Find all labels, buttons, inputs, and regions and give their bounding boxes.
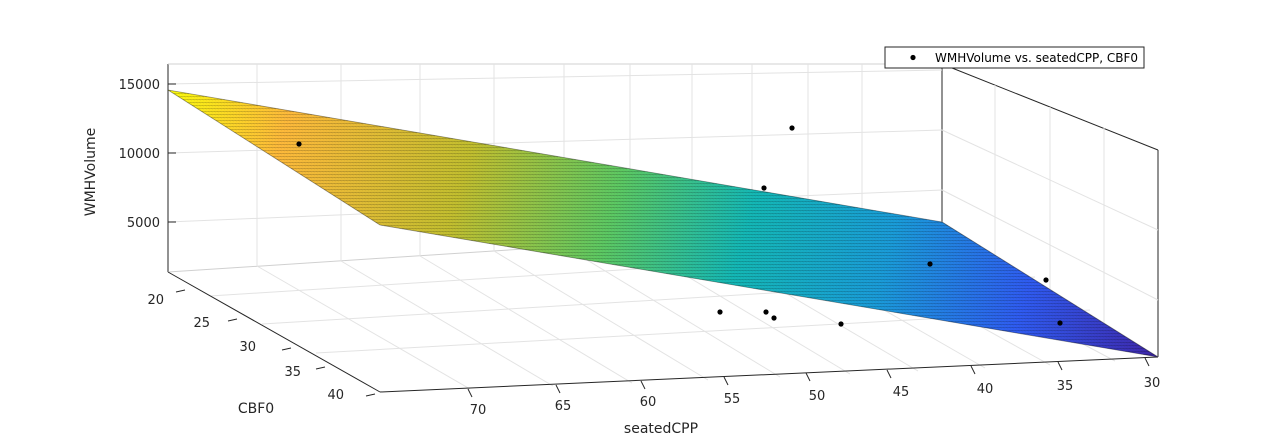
x-axis-ticks bbox=[467, 357, 1150, 398]
fitted-surface bbox=[167, 89, 1159, 358]
x-tick-label: 65 bbox=[555, 399, 572, 414]
z-tick-label: 15000 bbox=[119, 78, 160, 93]
legend-label: WMHVolume vs. seatedCPP, CBF0 bbox=[935, 51, 1138, 65]
z-axis-label: WMHVolume bbox=[83, 128, 99, 217]
x-tick-label: 70 bbox=[470, 403, 487, 418]
y-axis-label: CBF0 bbox=[238, 401, 274, 417]
x-tick-label: 35 bbox=[1057, 379, 1074, 394]
legend-marker bbox=[910, 54, 916, 61]
data-points bbox=[296, 125, 1063, 327]
legend: WMHVolume vs. seatedCPP, CBF0 bbox=[884, 46, 1145, 69]
y-tick-label: 30 bbox=[239, 340, 256, 355]
data-point bbox=[761, 185, 767, 191]
legend-box bbox=[884, 46, 1145, 69]
z-axis-ticks bbox=[168, 83, 176, 223]
data-point bbox=[789, 125, 795, 131]
y-tick-label: 35 bbox=[284, 365, 301, 380]
y-axis-ticks bbox=[175, 289, 376, 397]
y-tick-label: 20 bbox=[147, 293, 164, 308]
x-tick-label: 50 bbox=[809, 389, 826, 404]
z-tick-label: 5000 bbox=[127, 216, 160, 231]
data-point bbox=[296, 141, 302, 147]
z-tick-label: 10000 bbox=[119, 147, 160, 162]
data-point bbox=[927, 261, 933, 267]
data-point bbox=[771, 315, 777, 321]
x-tick-label: 45 bbox=[893, 385, 910, 400]
x-tick-label: 40 bbox=[977, 382, 994, 397]
y-tick-label: 40 bbox=[327, 388, 344, 403]
data-point bbox=[1057, 320, 1063, 326]
y-tick-label: 25 bbox=[193, 316, 210, 331]
x-axis-label: seatedCPP bbox=[624, 421, 698, 437]
data-point bbox=[838, 321, 844, 327]
surface-mesh bbox=[168, 90, 1158, 357]
x-tick-label: 60 bbox=[640, 395, 657, 410]
data-point bbox=[763, 309, 769, 315]
data-point bbox=[717, 309, 723, 315]
data-point bbox=[1043, 277, 1049, 283]
x-tick-label: 30 bbox=[1144, 376, 1161, 391]
x-tick-label: 55 bbox=[724, 392, 741, 407]
